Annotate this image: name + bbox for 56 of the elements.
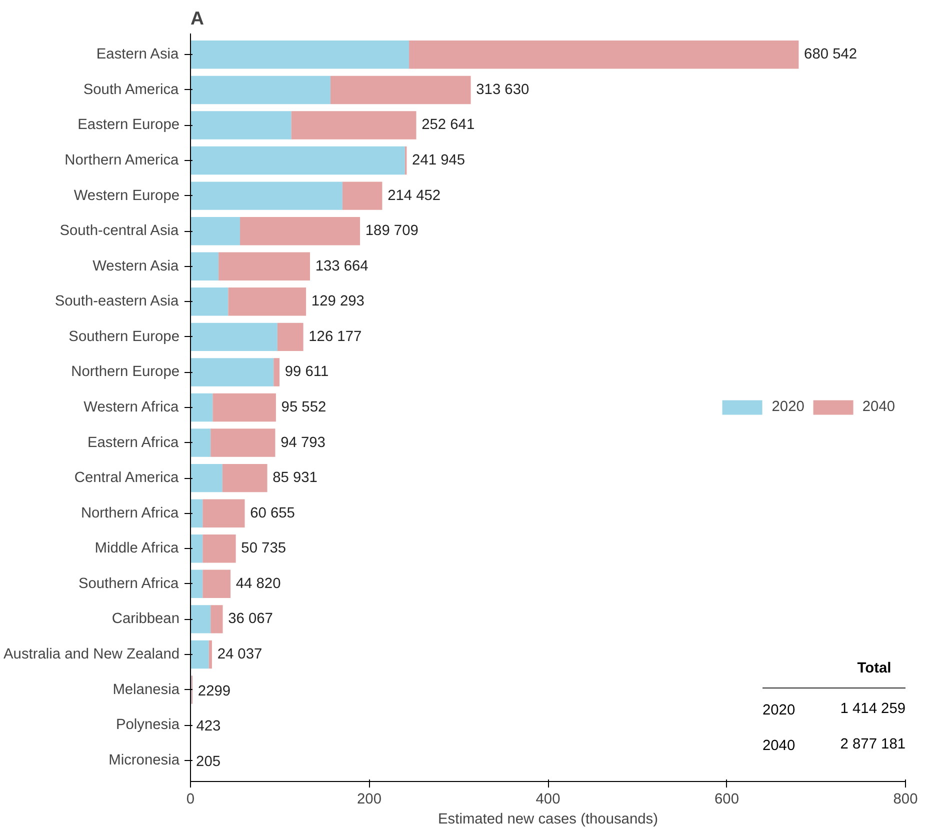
annotation: 2020 bbox=[762, 702, 796, 719]
x-tick-label: 0 bbox=[186, 792, 195, 808]
y-tick-label: Southern Africa bbox=[78, 576, 180, 592]
y-tick-label: Eastern Europe bbox=[78, 117, 180, 134]
y-tick-label: South-eastern Asia bbox=[54, 294, 180, 310]
y-tick-label: Eastern Asia bbox=[96, 46, 180, 63]
annotation: 313 630 bbox=[476, 82, 530, 98]
y-tick-label: Western Europe bbox=[74, 188, 180, 204]
annotation: 423 bbox=[196, 718, 221, 735]
annotation: 680 542 bbox=[804, 46, 858, 63]
annotation: 99 611 bbox=[284, 364, 329, 380]
annotation: 126 177 bbox=[308, 328, 362, 345]
annotation: 189 709 bbox=[365, 223, 418, 240]
y-tick-label: Northern Africa bbox=[80, 505, 180, 522]
legend-label: 2040 bbox=[862, 399, 895, 415]
y-tick-label: Polynesia bbox=[116, 717, 180, 734]
annotation: 36 067 bbox=[228, 611, 273, 628]
y-tick-label: Australia and New Zealand bbox=[4, 646, 180, 662]
annotation: Total bbox=[857, 660, 892, 677]
y-tick-label: Micronesia bbox=[108, 752, 180, 768]
annotation: 2040 bbox=[762, 738, 796, 754]
x-axis-title: Estimated new cases (thousands) bbox=[438, 812, 658, 828]
annotation: 94 793 bbox=[280, 434, 326, 451]
annotation: 2299 bbox=[198, 683, 231, 700]
x-tick-label: 800 bbox=[893, 792, 918, 808]
x-tick-label: 400 bbox=[536, 792, 560, 808]
annotation: 205 bbox=[196, 754, 221, 770]
x-tick-label: 200 bbox=[357, 792, 382, 808]
annotation: 129 293 bbox=[311, 294, 364, 310]
annotation: 241 945 bbox=[412, 152, 466, 169]
y-tick-label: Northern America bbox=[64, 152, 180, 169]
annotation: 2 877 181 bbox=[840, 736, 906, 752]
y-tick-label: Central America bbox=[74, 470, 180, 486]
y-tick-label: Western Africa bbox=[84, 400, 180, 416]
legend-label: 2020 bbox=[772, 399, 804, 415]
annotation: 44 820 bbox=[236, 576, 281, 592]
y-tick-label: Western Asia bbox=[92, 258, 180, 274]
x-tick-label: 600 bbox=[714, 792, 739, 808]
annotation: 133 664 bbox=[315, 258, 368, 274]
annotation: 95 552 bbox=[281, 400, 326, 416]
annotation: 252 641 bbox=[422, 117, 475, 134]
annotation: 60 655 bbox=[250, 505, 295, 522]
y-tick-label: Middle Africa bbox=[94, 540, 180, 557]
chart-title: A bbox=[190, 8, 204, 28]
annotation: 85 931 bbox=[272, 470, 318, 486]
annotation: 1 414 259 bbox=[840, 701, 906, 718]
y-tick-label: Southern Europe bbox=[68, 328, 180, 345]
y-tick-label: South-central Asia bbox=[60, 223, 180, 240]
annotation: 24 037 bbox=[217, 646, 262, 662]
y-tick-label: Melanesia bbox=[112, 682, 180, 698]
annotation: 214 452 bbox=[388, 188, 441, 204]
y-tick-label: Caribbean bbox=[112, 611, 180, 628]
y-tick-label: Northern Europe bbox=[71, 364, 180, 380]
y-tick-label: Eastern Africa bbox=[87, 434, 180, 451]
y-tick-label: South America bbox=[83, 82, 180, 98]
annotation: 50 735 bbox=[241, 540, 286, 557]
